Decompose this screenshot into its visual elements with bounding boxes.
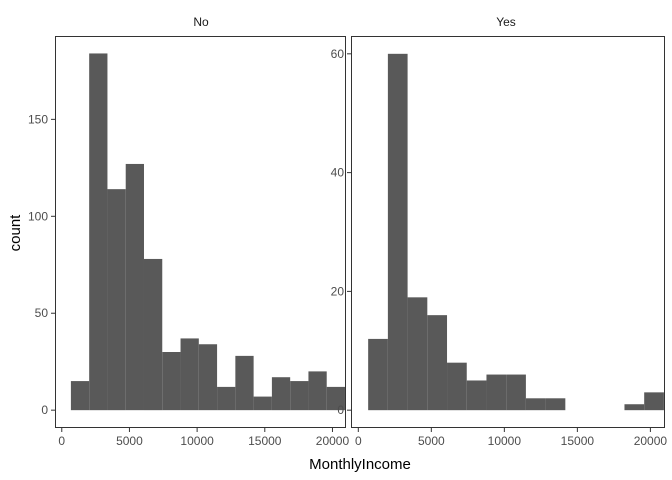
histogram-bar-yes-9 <box>545 398 566 411</box>
panel-border-yes <box>351 36 665 428</box>
y-tick-label-yes-3: 60 <box>331 47 345 61</box>
x-tick-label-no-3: 15000 <box>248 434 282 448</box>
x-tick-label-no-1: 5000 <box>116 434 143 448</box>
x-tick-label-no-0: 0 <box>58 434 65 448</box>
histogram-bar-no-4 <box>143 258 163 411</box>
y-tick-label-no-0: 0 <box>41 403 48 417</box>
histogram-bar-no-13 <box>308 371 327 411</box>
histogram-bar-yes-13 <box>624 404 645 411</box>
histogram-bar-yes-4 <box>447 362 467 411</box>
histogram-bar-yes-7 <box>506 374 526 411</box>
facet-panel-no: No 0 5000 10000 15000 20000 0 50 100 150 <box>28 15 350 448</box>
y-tick-label-yes-0: 0 <box>337 403 344 417</box>
histogram-bar-no-9 <box>235 355 254 411</box>
histogram-bar-no-14 <box>326 386 345 411</box>
histogram-bar-yes-0 <box>368 338 388 411</box>
histogram-bar-no-12 <box>290 381 309 411</box>
x-tick-label-yes-0: 0 <box>355 434 362 448</box>
histogram-bar-no-3 <box>125 163 144 411</box>
histogram-bar-no-1 <box>89 53 108 411</box>
histogram-bar-yes-5 <box>466 380 487 411</box>
y-tick-label-no-3: 150 <box>28 112 48 126</box>
x-tick-label-yes-1: 5000 <box>418 434 445 448</box>
histogram-bar-yes-6 <box>486 374 507 411</box>
histogram-bar-yes-14 <box>644 392 664 411</box>
x-tick-label-yes-3: 15000 <box>561 434 595 448</box>
y-axis-title: count <box>7 214 24 252</box>
histogram-bar-no-2 <box>107 189 126 411</box>
histogram-bar-no-10 <box>253 396 272 411</box>
panel-border-no <box>55 36 346 428</box>
x-tick-label-no-4: 20000 <box>316 434 350 448</box>
y-tick-label-no-2: 100 <box>28 209 48 223</box>
y-tick-label-yes-2: 40 <box>331 166 345 180</box>
histogram-bar-no-0 <box>70 381 90 411</box>
histogram-bar-yes-8 <box>525 398 546 411</box>
x-tick-label-no-2: 10000 <box>180 434 214 448</box>
histogram-bar-yes-2 <box>407 297 428 411</box>
x-axis-title: MonthlyIncome <box>309 456 411 473</box>
histogram-bar-no-6 <box>180 338 199 411</box>
histogram-bar-yes-1 <box>387 53 408 411</box>
y-tick-label-no-1: 50 <box>35 306 49 320</box>
facet-label-yes: Yes <box>496 15 516 29</box>
histogram-bar-no-7 <box>198 344 218 411</box>
histogram-bar-no-8 <box>217 386 236 411</box>
histogram-bar-yes-3 <box>427 315 448 411</box>
histogram-bar-no-5 <box>162 352 181 411</box>
histogram-bar-no-11 <box>271 377 291 411</box>
x-tick-label-yes-4: 20000 <box>634 434 668 448</box>
x-tick-label-yes-2: 10000 <box>488 434 522 448</box>
facet-panel-yes: Yes 0 5000 10000 15000 20000 0 20 40 60 <box>331 15 668 448</box>
facet-label-no: No <box>193 15 209 29</box>
y-tick-label-yes-1: 20 <box>331 284 345 298</box>
